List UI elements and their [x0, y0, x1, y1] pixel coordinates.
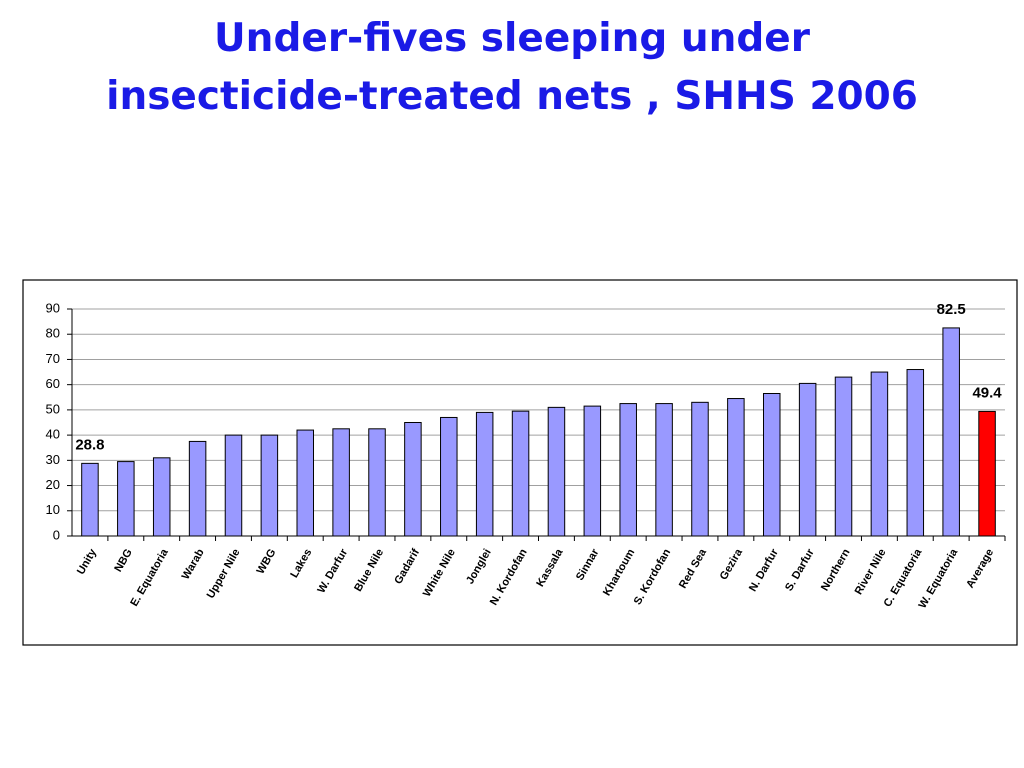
data-label: 82.5 — [937, 301, 966, 318]
bar — [870, 371, 889, 537]
y-tick-label: 20 — [46, 477, 60, 492]
bar — [152, 457, 171, 537]
y-tick-label: 40 — [46, 427, 60, 442]
data-label: 49.4 — [972, 384, 1002, 401]
bar — [404, 422, 422, 537]
bar — [224, 434, 243, 537]
bar — [583, 405, 602, 537]
bar — [511, 410, 530, 537]
bar — [906, 369, 925, 537]
bar — [834, 376, 853, 537]
bar — [332, 428, 350, 537]
bar — [978, 410, 996, 537]
y-tick-label: 60 — [46, 376, 60, 391]
bar — [260, 434, 279, 537]
bar — [547, 406, 566, 537]
bar — [619, 403, 637, 537]
bar — [188, 440, 207, 537]
y-tick-label: 10 — [46, 502, 60, 517]
data-label: 28.8 — [75, 436, 104, 453]
y-tick-label: 80 — [46, 326, 60, 341]
y-tick-label: 30 — [46, 452, 60, 467]
bar — [762, 392, 781, 537]
bar — [117, 461, 135, 537]
bar — [440, 416, 458, 537]
bar — [942, 327, 960, 537]
y-tick-label: 50 — [46, 401, 60, 416]
bar — [296, 429, 315, 537]
chart-title: Under-fives sleeping under insecticide-t… — [106, 16, 918, 119]
bar — [655, 403, 673, 537]
y-tick-label: 90 — [46, 300, 60, 315]
bar — [475, 411, 494, 537]
bar — [81, 462, 99, 537]
y-tick-label: 70 — [46, 351, 60, 366]
bar — [798, 382, 817, 537]
bar — [727, 398, 745, 537]
bar — [691, 401, 709, 537]
bar — [368, 428, 386, 537]
y-tick-label: 0 — [53, 527, 60, 542]
